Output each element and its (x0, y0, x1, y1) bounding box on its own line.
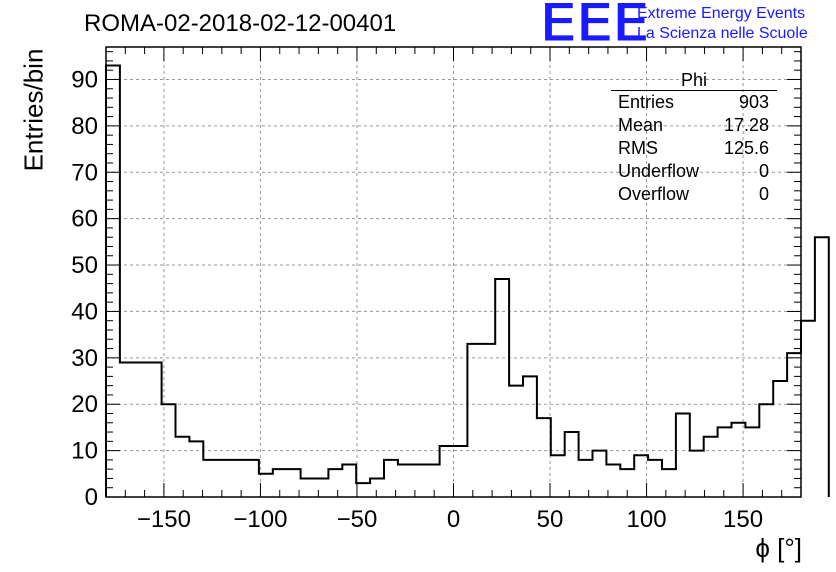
x-tick-label: 0 (447, 506, 460, 533)
y-tick-label: 10 (71, 438, 98, 465)
histogram-bar (370, 478, 384, 497)
x-tick-label: −100 (233, 506, 287, 533)
stats-row-mean: Mean 17.28 (611, 114, 777, 137)
y-tick-label: 90 (71, 66, 98, 93)
histogram-bar (801, 321, 815, 497)
histogram-bar (328, 469, 342, 497)
y-tick-label: 0 (85, 484, 98, 511)
histogram-bar (426, 465, 440, 497)
y-tick-label: 80 (71, 113, 98, 140)
histogram-bar (704, 437, 718, 497)
histogram-bar (593, 451, 607, 497)
y-axis-label: Entries/bin (18, 48, 49, 172)
histogram-bar (412, 465, 426, 497)
histogram-bar (356, 483, 370, 497)
stats-value: 0 (758, 161, 769, 181)
y-tick-label: 70 (71, 159, 98, 186)
histogram-bar (273, 469, 287, 497)
histogram-bar (815, 237, 829, 497)
eee-logo: EEE (539, 0, 649, 52)
y-tick-label: 30 (71, 345, 98, 372)
histogram-bar (176, 437, 190, 497)
histogram-outline (105, 64, 830, 497)
logo-caption: Extreme Energy Events La Scienza nelle S… (637, 4, 808, 44)
histogram-bar (481, 344, 495, 497)
x-tick-label: 50 (537, 506, 564, 533)
histogram-bar (148, 362, 162, 497)
histogram-bar (732, 423, 746, 497)
histogram-bar (245, 460, 259, 497)
x-tick-label: −50 (337, 506, 378, 533)
histogram-bar (454, 446, 468, 497)
histogram-bar (690, 451, 704, 497)
chart-title: ROMA-02-2018-02-12-00401 (84, 10, 397, 37)
histogram-bar (759, 404, 773, 497)
histogram-bar (203, 460, 217, 497)
stats-row-overflow: Overflow 0 (611, 183, 777, 206)
stats-value: 17.28 (723, 115, 769, 135)
plot-frame (105, 46, 802, 498)
x-tick-label: −150 (137, 506, 191, 533)
histogram-bar (287, 469, 301, 497)
histogram-bar (551, 455, 565, 497)
stats-label: Entries (618, 92, 675, 112)
stats-value: 903 (738, 92, 769, 112)
histogram-bar (773, 381, 787, 497)
x-tick-label: 100 (627, 506, 667, 533)
histogram-bar (342, 465, 356, 497)
y-tick-label: 40 (71, 298, 98, 325)
histogram-bar (398, 465, 412, 497)
x-axis-label: ϕ [°] (755, 533, 802, 563)
y-tick-label: 20 (71, 391, 98, 418)
histogram-bar (162, 404, 176, 497)
histogram-bar (189, 441, 203, 497)
histogram-bar (231, 460, 245, 497)
histogram-bar (787, 353, 801, 497)
y-tick-label: 60 (71, 206, 98, 233)
histogram-bar (315, 478, 329, 497)
histogram-bar (217, 460, 231, 497)
stats-row-rms: RMS 125.6 (611, 137, 777, 160)
stats-label: Overflow (618, 184, 690, 204)
histogram-bar (523, 376, 537, 497)
histogram-bar (259, 474, 273, 497)
logo-caption-line2: La Scienza nelle Scuole (637, 25, 808, 42)
stats-box: Phi Entries 903 Mean 17.28 RMS 125.6 Und… (611, 70, 777, 206)
stats-value: 0 (758, 184, 769, 204)
histogram-bar (620, 469, 634, 497)
stats-value: 125.6 (723, 138, 769, 158)
histogram-bar (384, 460, 398, 497)
stats-title: Phi (611, 70, 777, 91)
histogram-bar (301, 478, 315, 497)
histogram-bar (440, 446, 454, 497)
stats-label: RMS (618, 138, 658, 158)
histogram-bar (120, 362, 134, 497)
histogram-bar (676, 413, 690, 497)
stats-row-entries: Entries 903 (611, 91, 777, 114)
stats-row-underflow: Underflow 0 (611, 160, 777, 183)
histogram-bar (745, 427, 759, 497)
histogram-bar (537, 418, 551, 497)
x-tick-label: 150 (723, 506, 763, 533)
histogram-bar (467, 344, 481, 497)
histogram-bar (648, 460, 662, 497)
histogram-bar (634, 455, 648, 497)
stats-label: Mean (618, 115, 664, 135)
histogram-bar (718, 427, 732, 497)
y-tick-label: 50 (71, 252, 98, 279)
histogram-bar (495, 279, 509, 497)
histogram-bar (606, 465, 620, 497)
histogram-bar (106, 66, 120, 497)
histogram-bar (509, 386, 523, 497)
histogram-bar (134, 362, 148, 497)
logo-caption-line1: Extreme Energy Events (637, 5, 806, 22)
stats-label: Underflow (618, 161, 700, 181)
histogram-bar (579, 460, 593, 497)
histogram-bar (565, 432, 579, 497)
histogram-bar (662, 469, 676, 497)
